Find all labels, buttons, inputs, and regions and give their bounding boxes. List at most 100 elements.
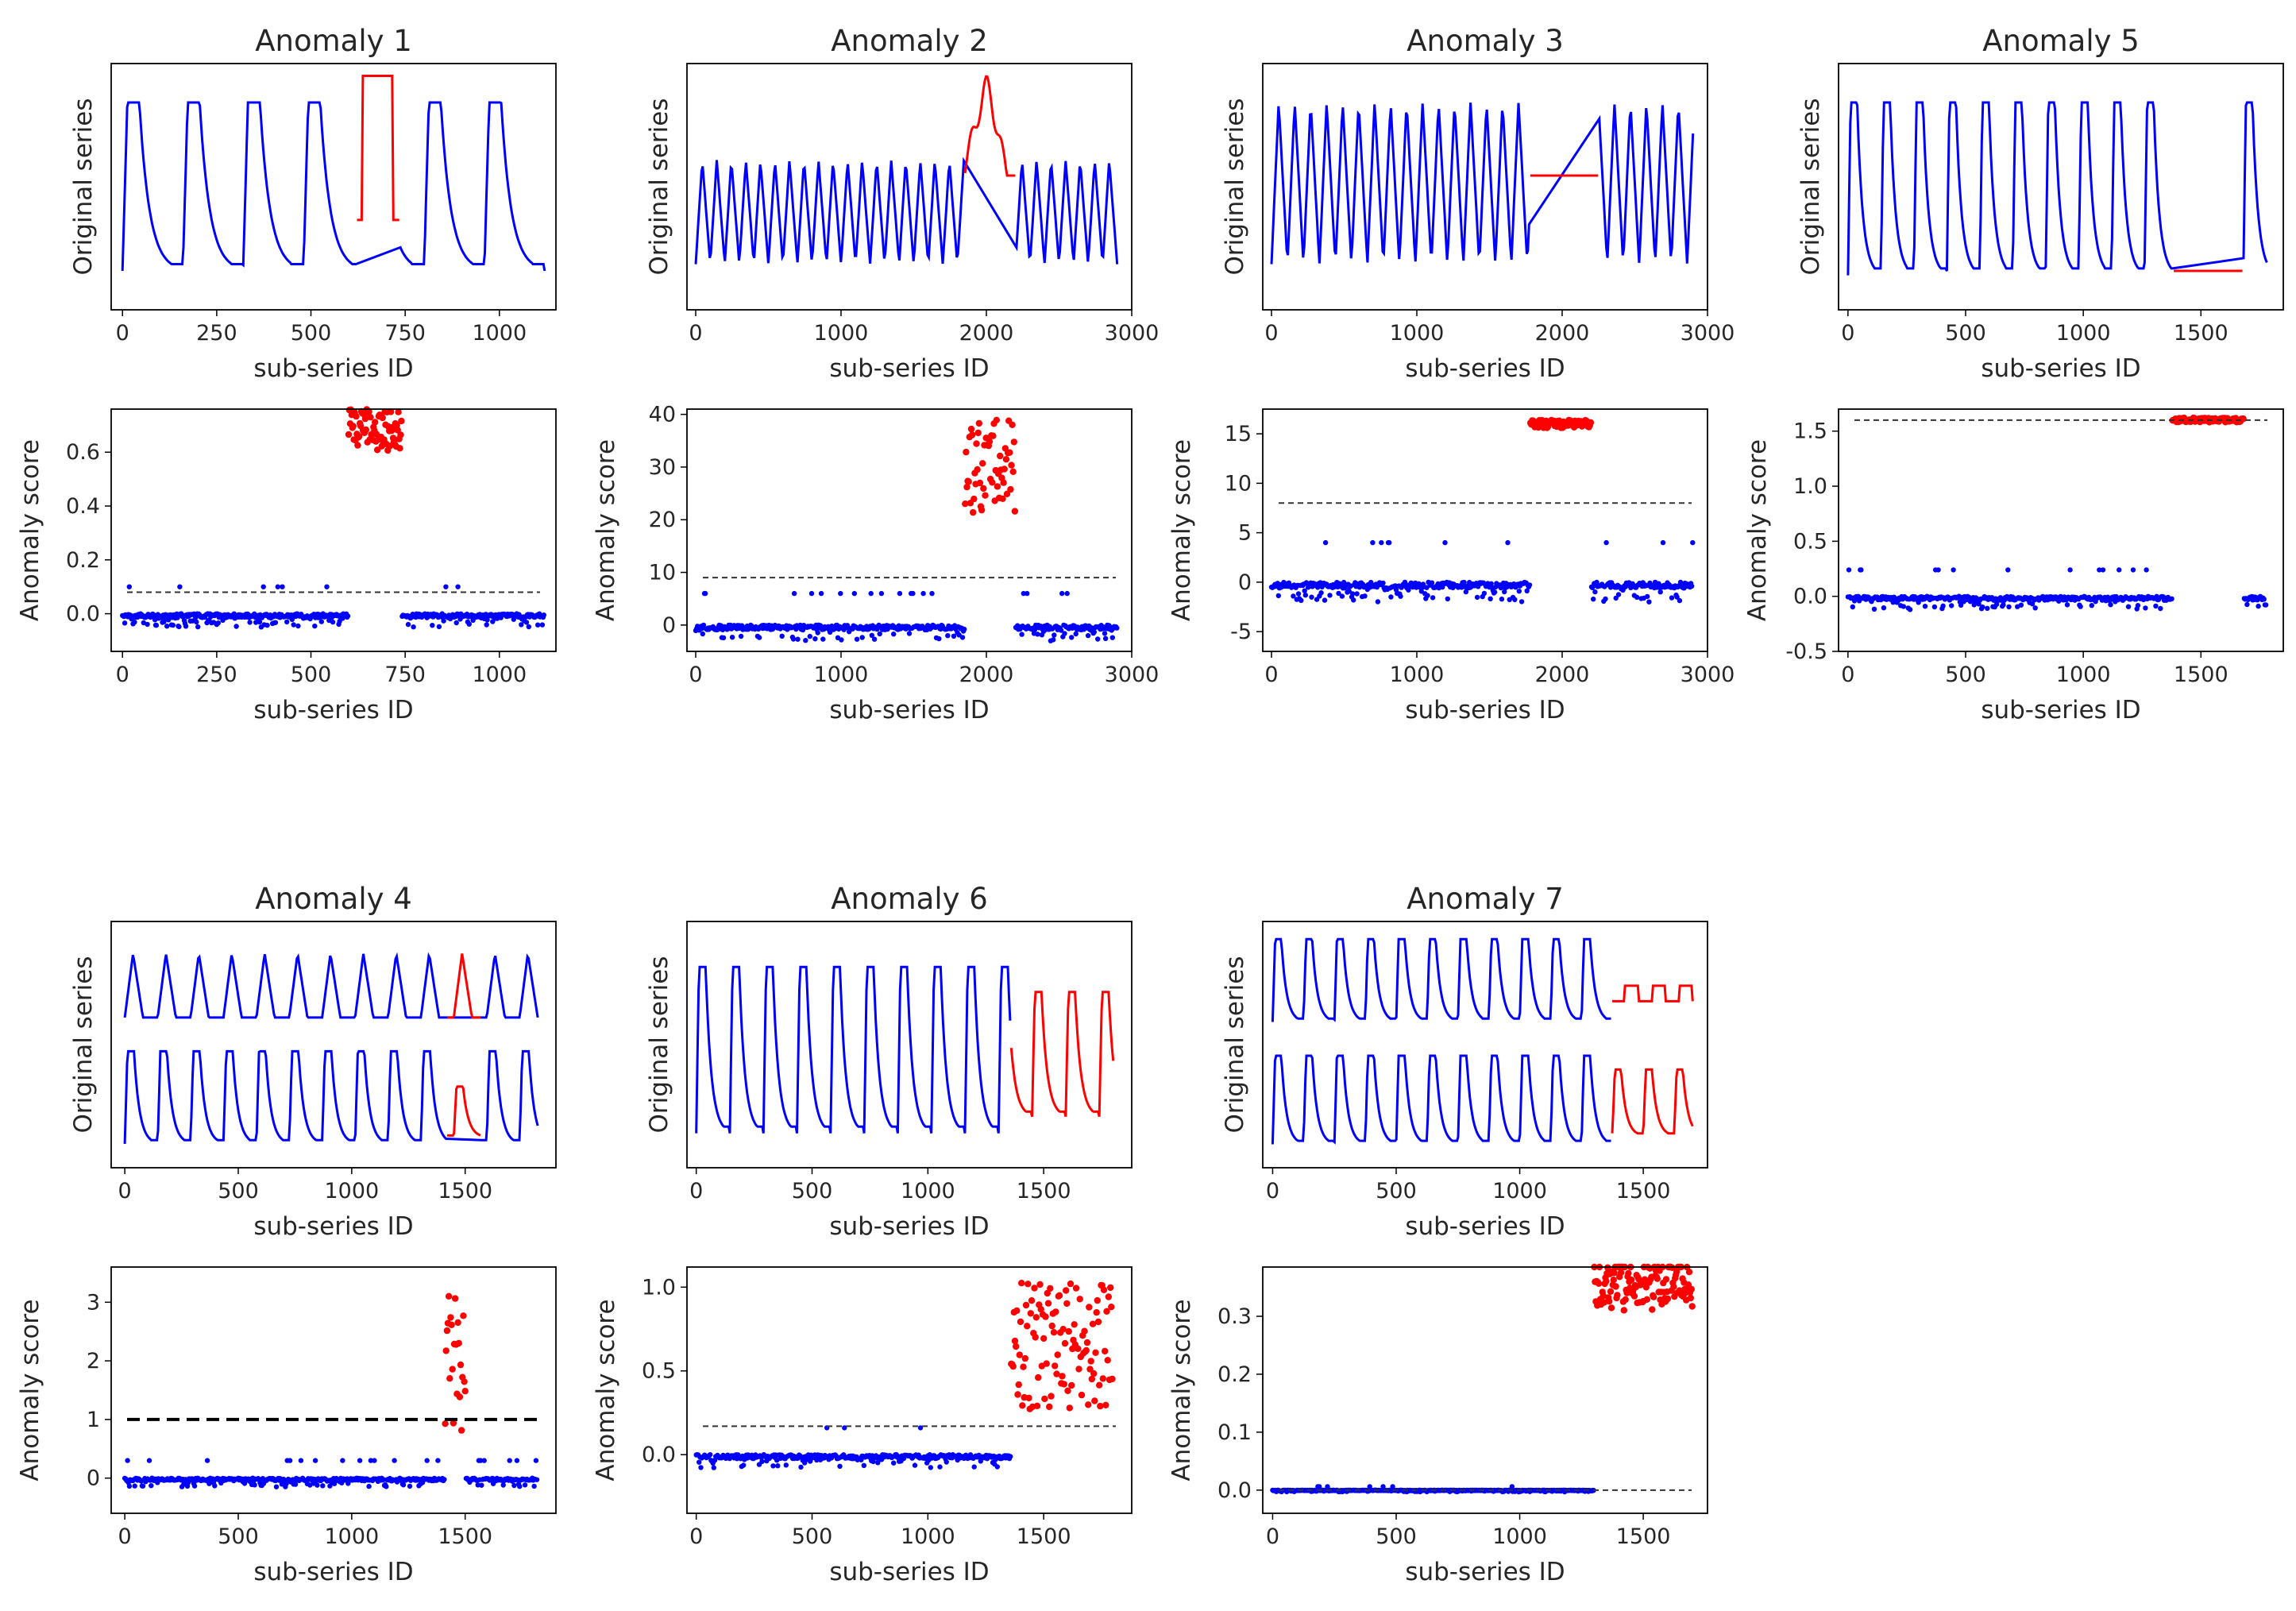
score-point-anomaly (1088, 1375, 1096, 1383)
series-frame (1262, 921, 1708, 1169)
series-line-normal-1 (121, 101, 546, 272)
score-point-anomaly (1063, 1287, 1070, 1294)
score-point-normal (1425, 593, 1430, 598)
score-point-anomaly (1046, 1403, 1053, 1411)
score-point-normal (481, 1458, 487, 1463)
series-line-anomaly-1 (1612, 984, 1694, 1003)
x-tick-label: 1000 (2056, 663, 2111, 687)
score-point-normal (1660, 539, 1666, 546)
score-point-normal (1019, 632, 1025, 637)
score-point-normal (2117, 567, 2122, 573)
score-point-anomaly (1031, 1285, 1038, 1292)
score-point-normal (859, 635, 865, 640)
score-point-anomaly (450, 1420, 457, 1427)
score-point-normal (1295, 591, 1302, 597)
score-point-normal (928, 1465, 934, 1470)
score-point-anomaly (1628, 1277, 1635, 1284)
score-point-anomaly (963, 448, 970, 456)
score-point-normal (798, 1464, 804, 1470)
y-tick-label: 0.2 (66, 548, 100, 573)
score-point-anomaly (1606, 1298, 1613, 1305)
score-point-anomaly (449, 1366, 456, 1373)
series-line-normal-1 (694, 156, 1119, 265)
y-tick-label: 2 (87, 1349, 100, 1373)
score-point-normal (1052, 632, 1057, 638)
y-axis-label: Anomaly score (592, 439, 620, 621)
x-tick-label: 1000 (901, 1179, 955, 1203)
score-point-normal (479, 1482, 484, 1488)
score-point-normal (233, 624, 239, 629)
score-point-normal (183, 624, 189, 629)
x-tick-label: 1000 (1390, 663, 1445, 687)
score-point-anomaly (975, 419, 983, 427)
score-point-anomaly (1002, 456, 1010, 463)
score-point-normal (1931, 604, 1938, 610)
score-point-anomaly (1009, 421, 1016, 428)
y-tick-label: 0 (87, 1466, 100, 1491)
y-axis-label: Anomaly score (1167, 439, 1196, 621)
y-axis-label: Anomaly score (16, 439, 44, 621)
score-point-anomaly (1664, 1295, 1672, 1303)
series-line-anomaly-1 (963, 75, 1016, 177)
score-point-normal (392, 1458, 397, 1463)
score-point-normal (2130, 567, 2136, 573)
score-point-normal (484, 622, 489, 628)
score-point-normal (1322, 539, 1329, 546)
score-point-normal (1591, 597, 1596, 602)
score-point-normal (430, 623, 435, 628)
score-point-anomaly (361, 415, 369, 423)
score-point-anomaly (396, 445, 403, 452)
score-point-normal (1102, 631, 1108, 636)
score-point-normal (917, 1425, 924, 1431)
score-point-anomaly (2240, 415, 2247, 423)
x-tick-label: 1000 (472, 321, 527, 346)
score-point-normal (2261, 597, 2267, 602)
score-point-normal (700, 631, 705, 637)
score-point-normal (1846, 567, 1852, 573)
score-point-normal (1315, 585, 1321, 590)
score-point-anomaly (1071, 1321, 1078, 1328)
x-axis-label: sub-series ID (829, 1558, 989, 1586)
x-tick-label: 500 (1376, 1524, 1417, 1549)
score-point-anomaly (1027, 1310, 1035, 1317)
x-axis-label: sub-series ID (1405, 354, 1565, 383)
score-point-normal (165, 617, 172, 623)
score-point-anomaly (349, 423, 357, 430)
score-point-normal (1362, 593, 1368, 599)
score-point-normal (1322, 597, 1328, 603)
score-point-normal (176, 624, 182, 630)
score-point-normal (345, 613, 351, 619)
score-point-anomaly (393, 422, 400, 429)
x-tick-label: 1500 (438, 1524, 492, 1549)
score-point-normal (1430, 595, 1436, 601)
score-point-normal (291, 622, 296, 628)
score-point-normal (247, 620, 253, 625)
score-point-anomaly (989, 479, 996, 486)
score-points (693, 1280, 1116, 1470)
score-point-normal (906, 631, 913, 636)
score-point-normal (1674, 594, 1680, 600)
score-point-anomaly (1090, 1370, 1098, 1377)
score-point-normal (366, 1483, 372, 1489)
series-axes (1846, 101, 2268, 276)
score-point-normal (842, 1425, 847, 1431)
y-axis-label: Original series (69, 956, 98, 1134)
score-point-normal (1634, 594, 1640, 600)
score-point-normal (511, 1482, 517, 1489)
x-tick-label: 2000 (1535, 321, 1590, 346)
x-tick-label: 0 (1264, 663, 1278, 687)
score-point-normal (1488, 596, 1493, 601)
score-point-normal (1318, 590, 1324, 596)
series-line-normal-1 (695, 965, 1012, 1134)
score-point-normal (526, 624, 531, 630)
score-point-anomaly (373, 446, 381, 454)
score-point-normal (1398, 593, 1403, 599)
score-point-normal (2064, 602, 2070, 608)
score-point-anomaly (1075, 1366, 1082, 1373)
score-point-normal (1349, 591, 1356, 597)
score-point-normal (912, 1462, 918, 1468)
score-point-normal (2006, 604, 2012, 610)
score-point-anomaly (1614, 1292, 1621, 1299)
score-point-normal (1518, 599, 1525, 605)
score-point-anomaly (1688, 1303, 1696, 1310)
